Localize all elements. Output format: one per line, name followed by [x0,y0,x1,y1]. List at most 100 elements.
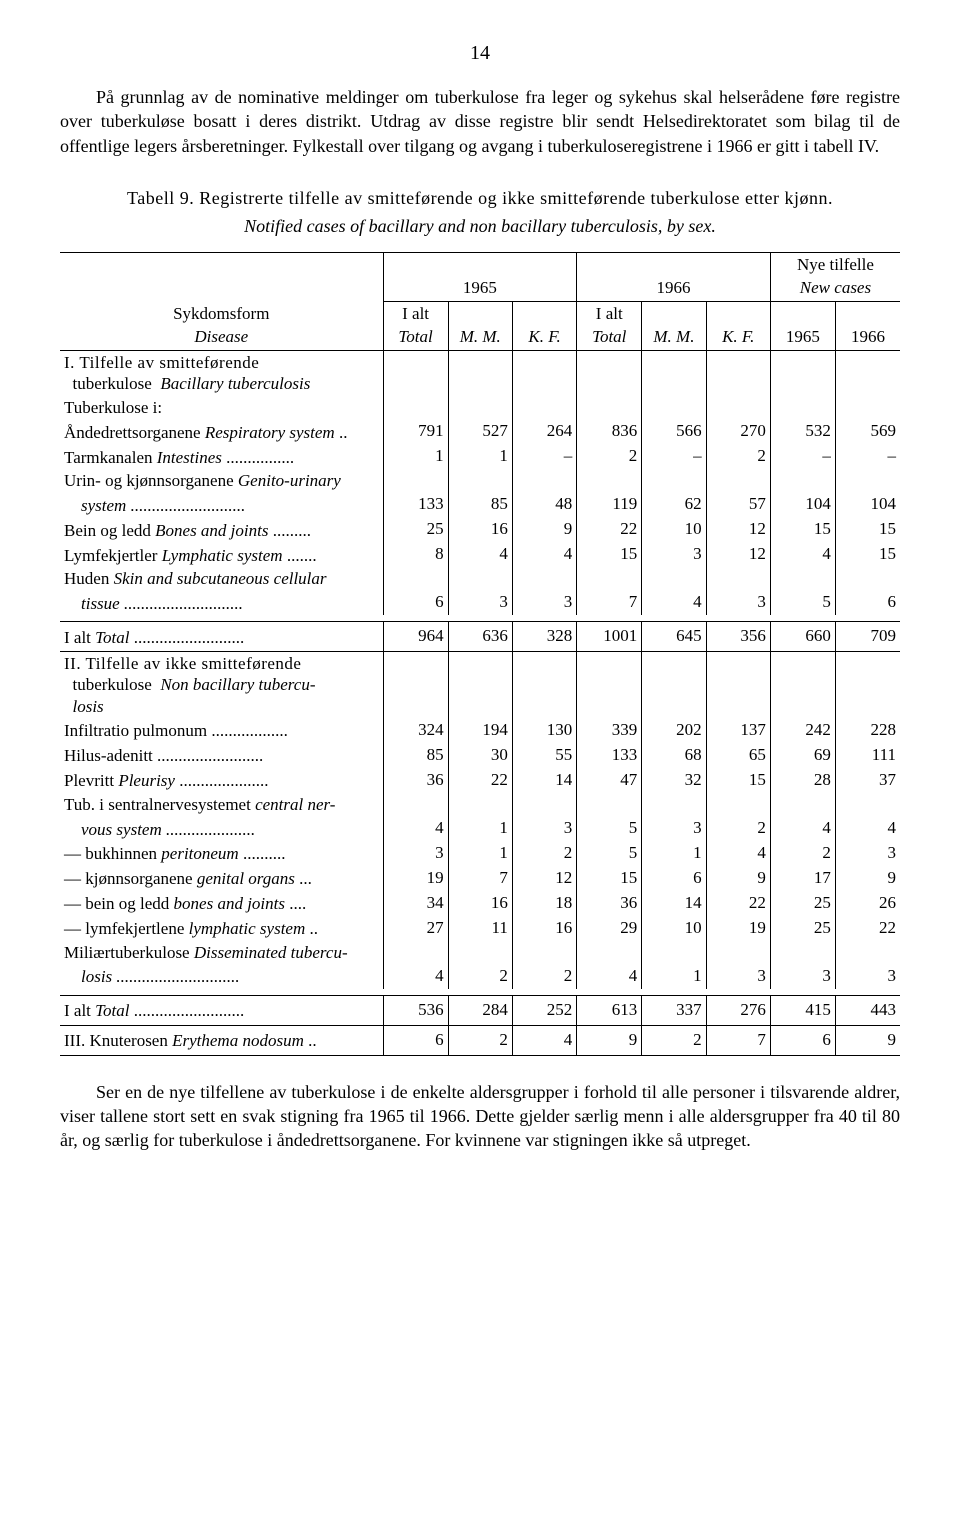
disease-header-nb: Sykdomsform [64,303,379,326]
table-cell [642,396,706,419]
row-label: — bukhinnen peritoneum .......... [60,841,383,866]
table-cell [383,793,448,816]
table-cell: 37 [835,768,900,793]
table-cell: 130 [512,718,576,743]
table-cell: 7 [448,866,512,891]
table-cell: 119 [577,492,642,517]
sub-ialt65: I alt Total [383,302,448,351]
table-cell: 3 [642,542,706,567]
table-cell: 9 [835,866,900,891]
table-cell: 15 [835,542,900,567]
table-cell: 9 [835,1025,900,1055]
table-cell: 264 [512,419,576,444]
table-cell: 22 [577,517,642,542]
table-cell: 5 [577,816,642,841]
table-cell: 443 [835,995,900,1025]
row-label: Infiltratio pulmonum .................. [60,718,383,743]
table-cell [835,351,900,396]
table-cell: 6 [642,866,706,891]
table-cell: 356 [706,622,770,652]
table-cell [642,793,706,816]
row-label: — bein og ledd bones and joints .... [60,891,383,916]
table-cell [835,941,900,964]
newcases-en: New cases [800,278,871,297]
row-label: Plevritt Pleurisy ..................... [60,768,383,793]
table-cell [448,351,512,396]
table-cell: 527 [448,419,512,444]
table-cell: 34 [383,891,448,916]
table-cell: 415 [770,995,835,1025]
table-cell: 16 [448,517,512,542]
sub-mm65: M. M. [448,302,512,351]
total-label: Total [398,327,432,346]
table-cell [448,396,512,419]
table-cell [512,793,576,816]
table-cell: 4 [642,590,706,615]
table-cell: 68 [642,743,706,768]
row-label: Åndedrettsorganene Respiratory system .. [60,419,383,444]
table-cell: – [512,444,576,469]
table-cell [577,351,642,396]
table-subtitle: Notified cases of bacillary and non baci… [60,214,900,238]
table-cell: 2 [706,816,770,841]
table-cell: 15 [577,866,642,891]
table-cell: 11 [448,916,512,941]
table-cell: 9 [512,517,576,542]
table-cell: 32 [642,768,706,793]
table-cell [383,652,448,718]
table-cell: 1 [448,841,512,866]
table-cell: 28 [770,768,835,793]
table-cell: 133 [383,492,448,517]
row-label: system ........................... [60,492,383,517]
table-cell [448,652,512,718]
table-cell: 15 [770,517,835,542]
table-cell: 3 [706,964,770,989]
table-cell: – [835,444,900,469]
row-label: — kjønnsorganene genital organs ... [60,866,383,891]
table-cell: – [770,444,835,469]
table-cell: 27 [383,916,448,941]
table-cell: 4 [448,542,512,567]
sub-mm66: M. M. [642,302,706,351]
table-cell: 2 [512,964,576,989]
table-cell: 14 [512,768,576,793]
table-cell [512,652,576,718]
table-cell: 8 [383,542,448,567]
table-cell: 4 [577,964,642,989]
table-cell: 25 [770,916,835,941]
table-cell [835,567,900,590]
table-cell [512,567,576,590]
table-cell: 3 [512,590,576,615]
table-cell [770,396,835,419]
table-cell [383,396,448,419]
table-cell: 324 [383,718,448,743]
table-cell [448,793,512,816]
table-cell: 660 [770,622,835,652]
table-cell: 7 [706,1025,770,1055]
intro-paragraph: På grunnlag av de nominative meldinger o… [60,85,900,158]
row-label: Tub. i sentralnervesystemet central ner- [60,793,383,816]
table-cell [706,941,770,964]
table-cell: 25 [770,891,835,916]
table-cell: 6 [835,590,900,615]
table-cell [770,351,835,396]
table-cell [512,469,576,492]
table-cell [835,469,900,492]
row-label: Bein og ledd Bones and joints ......... [60,517,383,542]
row-label: vous system ..................... [60,816,383,841]
table-cell: 328 [512,622,576,652]
col-newcases: Nye tilfelle New cases [770,253,900,302]
table-cell: 242 [770,718,835,743]
sub-nc65: 1965 [770,302,835,351]
table-body: I. Tilfelle av smitteførende tuberkulose… [60,351,900,1055]
table-cell [577,652,642,718]
table-cell: 228 [835,718,900,743]
sub-ialt66: I alt Total [577,302,642,351]
table-title: Tabell 9. Registrerte tilfelle av smitte… [60,186,900,210]
table-cell: 85 [383,743,448,768]
table-cell: 111 [835,743,900,768]
table-cell: 18 [512,891,576,916]
col-disease: Sykdomsform Disease [60,253,383,351]
table-cell: 3 [512,816,576,841]
table-cell: 4 [835,816,900,841]
